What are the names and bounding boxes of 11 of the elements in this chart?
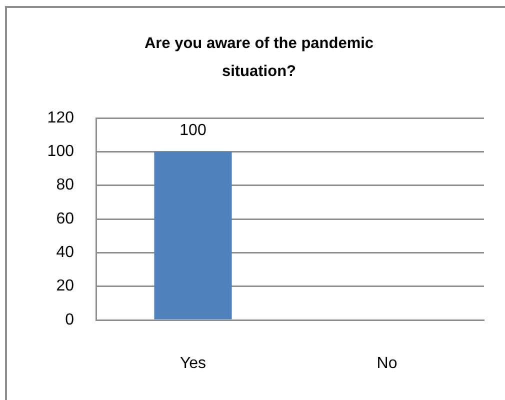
- x-tick-label: Yes: [180, 355, 206, 372]
- y-tick-label: 0: [65, 311, 74, 328]
- data-label: 100: [180, 122, 206, 140]
- y-tick-label: 120: [47, 109, 74, 126]
- y-tick-label: 60: [56, 210, 74, 228]
- y-tick-label: 100: [47, 143, 74, 160]
- y-tick-label: 20: [56, 278, 74, 295]
- y-tick-label: 40: [56, 244, 74, 262]
- chart-title: Are you aware of the pandemic situation?: [143, 34, 375, 82]
- y-tick-label: 80: [56, 176, 74, 194]
- x-tick-label: No: [376, 355, 398, 372]
